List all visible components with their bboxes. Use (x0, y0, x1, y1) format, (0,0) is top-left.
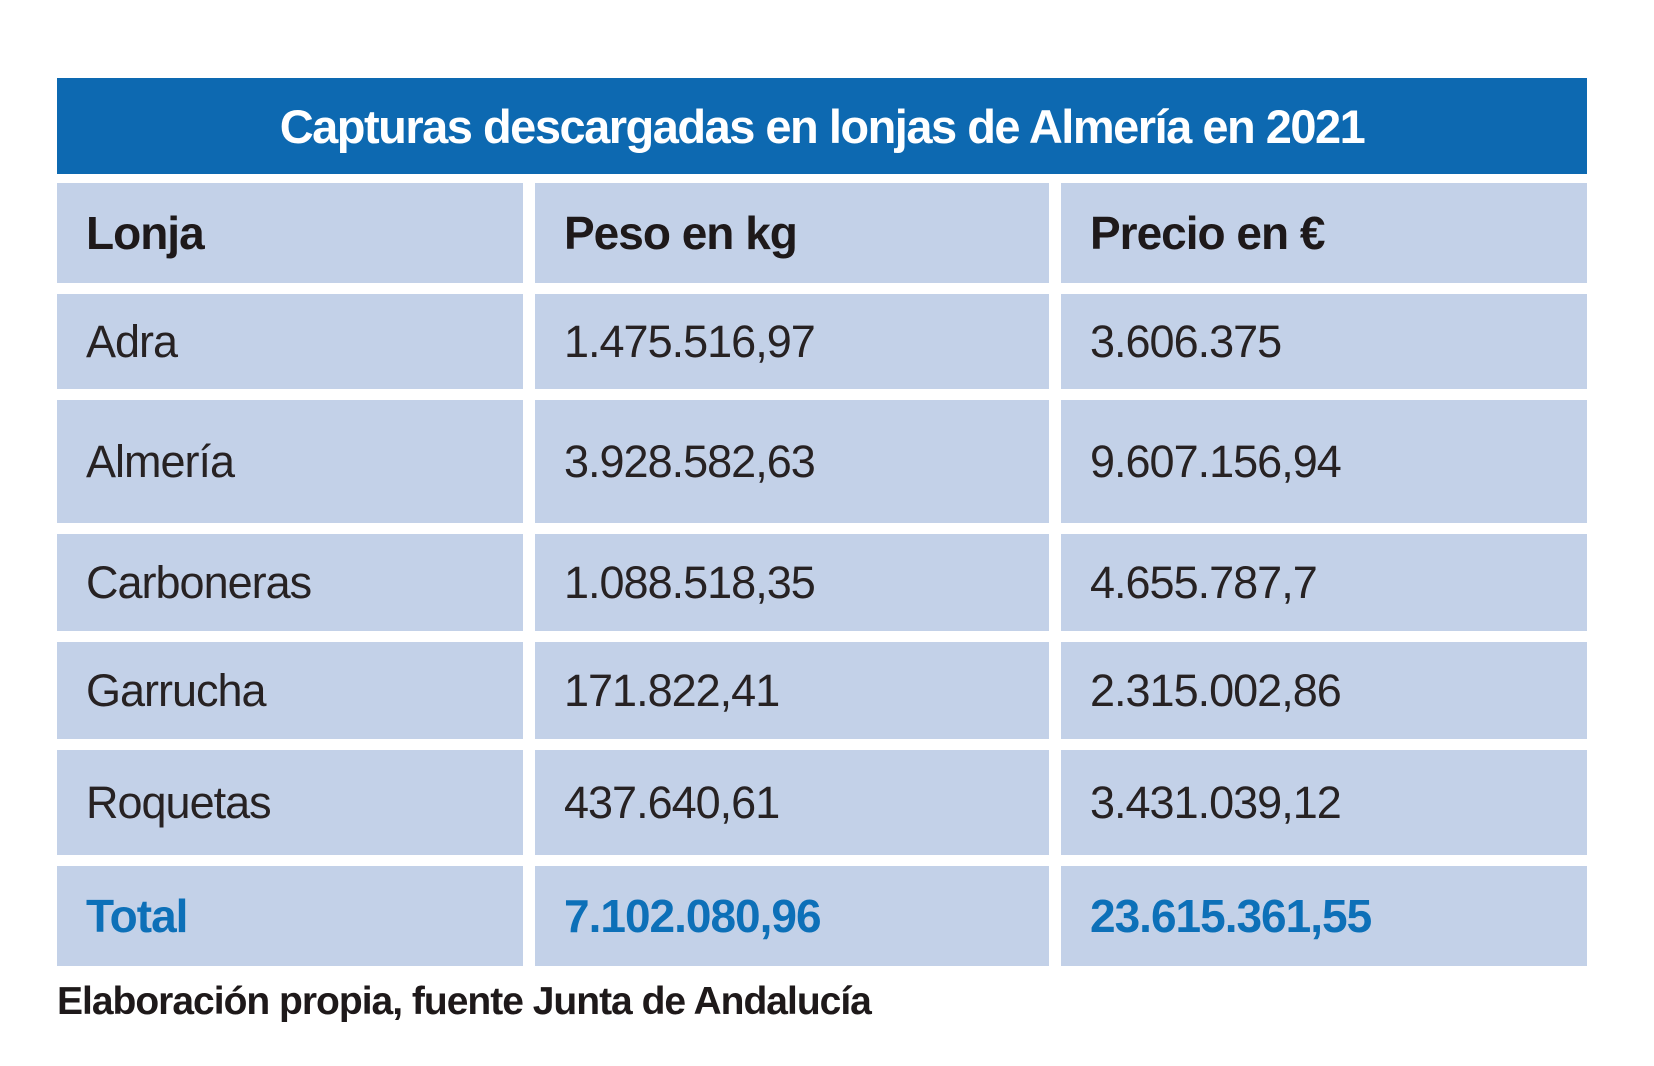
table-cell-precio: 9.607.156,94 (1061, 400, 1587, 523)
column-header-label: Lonja (86, 207, 205, 259)
table-cell-precio: 3.606.375 (1061, 294, 1587, 389)
column-header-peso: Peso en kg (535, 183, 1049, 283)
total-row-precio: 23.615.361,55 (1061, 866, 1587, 966)
precio-value: 9.607.156,94 (1090, 435, 1342, 487)
lonja-name: Roquetas (86, 776, 272, 828)
table-cell-lonja: Garrucha (57, 642, 523, 739)
table-cell-lonja: Carboneras (57, 534, 523, 631)
table-cell-peso: 171.822,41 (535, 642, 1049, 739)
precio-value: 4.655.787,7 (1090, 556, 1318, 608)
table-cell-lonja: Adra (57, 294, 523, 389)
total-row-peso: 7.102.080,96 (535, 866, 1049, 966)
peso-value: 437.640,61 (564, 776, 780, 828)
lonja-name: Adra (86, 315, 178, 367)
peso-value: 3.928.582,63 (564, 435, 816, 487)
peso-value: 1.475.516,97 (564, 315, 816, 367)
table-cell-peso: 437.640,61 (535, 750, 1049, 855)
column-header-label: Peso en kg (564, 207, 798, 259)
lonja-name: Almería (86, 435, 235, 487)
source-note: Elaboración propia, fuente Junta de Anda… (57, 980, 872, 1023)
precio-value: 3.606.375 (1090, 315, 1282, 367)
column-header-precio: Precio en € (1061, 183, 1587, 283)
precio-value: 3.431.039,12 (1090, 776, 1342, 828)
column-header-lonja: Lonja (57, 183, 523, 283)
table-cell-lonja: Roquetas (57, 750, 523, 855)
table-cell-precio: 3.431.039,12 (1061, 750, 1587, 855)
column-header-label: Precio en € (1090, 207, 1325, 259)
table-cell-lonja: Almería (57, 400, 523, 523)
total-peso-value: 7.102.080,96 (564, 890, 822, 942)
lonja-name: Garrucha (86, 664, 267, 716)
table-cell-precio: 2.315.002,86 (1061, 642, 1587, 739)
total-precio-value: 23.615.361,55 (1090, 890, 1372, 942)
table-cell-peso: 1.475.516,97 (535, 294, 1049, 389)
table-cell-peso: 3.928.582,63 (535, 400, 1049, 523)
total-label: Total (86, 890, 188, 942)
captures-table: Capturas descargadas en lonjas de Almerí… (57, 78, 1587, 966)
peso-value: 1.088.518,35 (564, 556, 816, 608)
table-cell-peso: 1.088.518,35 (535, 534, 1049, 631)
table-title: Capturas descargadas en lonjas de Almerí… (279, 99, 1366, 153)
peso-value: 171.822,41 (564, 664, 780, 716)
table-grid: Lonja Peso en kg Precio en € Adra 1.475.… (57, 183, 1587, 966)
lonja-name: Carboneras (86, 556, 312, 608)
table-cell-precio: 4.655.787,7 (1061, 534, 1587, 631)
precio-value: 2.315.002,86 (1090, 664, 1342, 716)
total-row-label: Total (57, 866, 523, 966)
table-title-bar: Capturas descargadas en lonjas de Almerí… (57, 78, 1587, 174)
